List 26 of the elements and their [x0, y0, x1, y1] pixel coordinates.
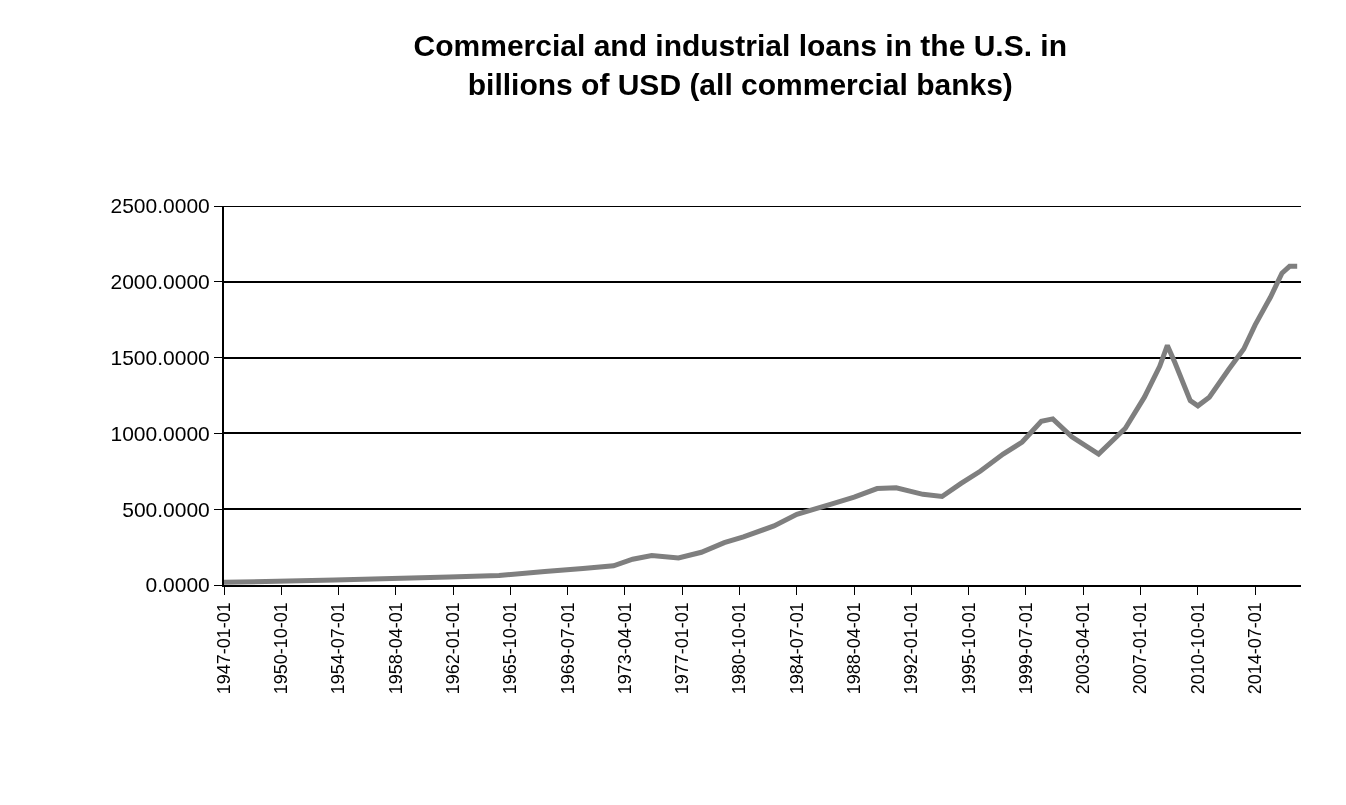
- x-tick-label: 2010-10-01: [1187, 602, 1208, 695]
- y-tick-label: 500.0000: [122, 497, 210, 521]
- x-tick-label: 1962-01-01: [443, 602, 464, 695]
- chart-title: Commercial and industrial loans in the U.S. in billions of USD (all commercial banks): [413, 29, 1068, 102]
- x-tick-label: 2003-04-01: [1073, 602, 1094, 695]
- x-tick-label: 1973-04-01: [614, 602, 635, 695]
- x-tick-label: 1958-04-01: [385, 602, 406, 695]
- x-tick-label: 2014-07-01: [1245, 602, 1266, 695]
- x-tick-label: 1950-10-01: [271, 602, 292, 695]
- y-tick-label: 2000.0000: [110, 270, 210, 294]
- y-tick-label: 1500.0000: [110, 345, 210, 369]
- x-tick-label: 1977-01-01: [672, 602, 693, 695]
- x-tick-label: 1995-10-01: [958, 602, 979, 695]
- x-tick-label: 1984-07-01: [786, 602, 807, 695]
- y-tick-label: 1000.0000: [110, 421, 210, 445]
- x-tick-label: 1992-01-01: [901, 602, 922, 695]
- y-tick-label: 2500.0000: [110, 194, 210, 218]
- x-tick-label: 1954-07-01: [328, 602, 349, 695]
- x-tick-label: 1999-07-01: [1015, 602, 1036, 695]
- x-tick-label: 1965-10-01: [500, 602, 521, 695]
- x-tick-label: 1988-04-01: [844, 602, 865, 695]
- y-tick-label: 0.0000: [145, 573, 210, 597]
- x-tick-label: 1969-07-01: [557, 602, 578, 695]
- x-tick-label: 2007-01-01: [1130, 602, 1151, 695]
- x-tick-label: 1947-01-01: [213, 602, 234, 695]
- x-tick-label: 1980-10-01: [729, 602, 750, 695]
